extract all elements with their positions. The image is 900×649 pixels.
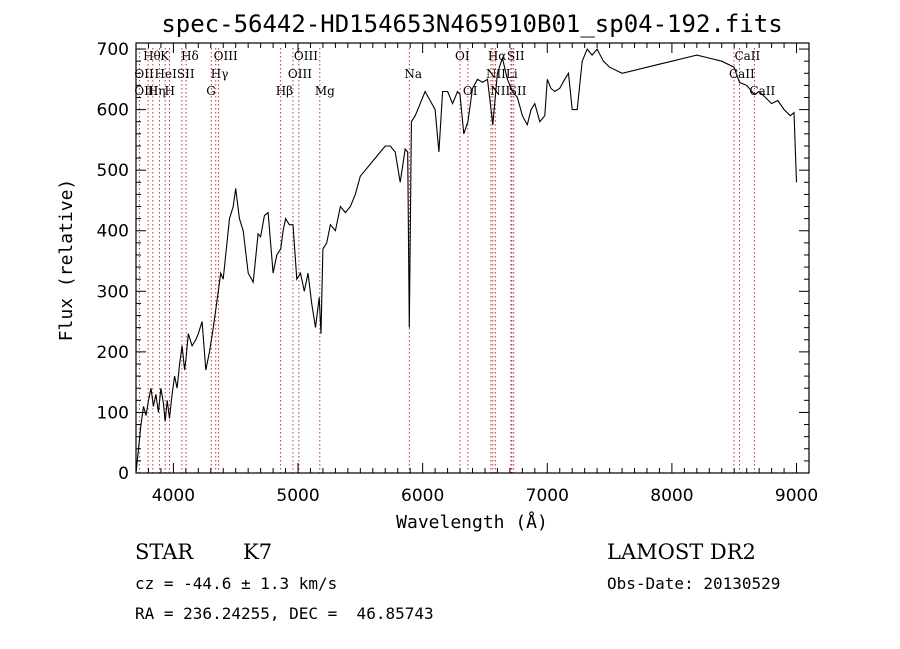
spectral-line-label: G (206, 84, 216, 98)
y-tick-label: 100 (97, 403, 129, 423)
spectral-line-label: NII (490, 84, 510, 98)
x-tick-label: 8000 (650, 486, 693, 506)
x-tick-label: 5000 (276, 486, 319, 506)
spectral-line-label: H (165, 84, 175, 98)
x-tick-label: 4000 (152, 486, 195, 506)
spectral-line-label: Hγ (211, 67, 229, 81)
spectral-line-label: SII (507, 49, 525, 63)
survey-name: LAMOST DR2 (607, 540, 756, 564)
spectral-line-label: Hδ (181, 49, 199, 63)
y-axis-label: Flux (relative) (56, 179, 77, 342)
spectral-line-markers (138, 48, 755, 473)
spectral-line-label: K (160, 49, 170, 63)
y-tick-label: 0 (118, 464, 129, 484)
x-tick-label: 6000 (401, 486, 444, 506)
spectral-line-label: OII (134, 67, 154, 81)
y-tick-label: 500 (97, 161, 129, 181)
y-axis-ticks: 0 100 200 300 400 500 600 700 (97, 40, 809, 484)
spectral-line-label: OI (463, 84, 478, 98)
spectral-line-label: Hβ (276, 84, 293, 98)
chart-title: spec-56442-HD154653N465910B01_sp04-192.f… (161, 10, 782, 38)
spectral-line-label: SII (509, 84, 527, 98)
spectral-line-label: OIII (294, 49, 318, 63)
y-tick-label: 200 (97, 343, 129, 363)
x-tick-label: 7000 (526, 486, 569, 506)
spectral-line-label: OIII (134, 84, 158, 98)
spectral-line-label: Hη (148, 84, 166, 98)
spectral-line-label: Na (404, 67, 422, 81)
y-tick-label: 600 (97, 101, 129, 121)
spectral-line-label: Mg (315, 84, 335, 98)
spectral-line-label: CaII (729, 67, 755, 81)
spectral-line-label: NII (486, 67, 506, 81)
spectral-line-label: Hθ (143, 49, 161, 63)
object-class: STAR (135, 540, 194, 564)
observation-date: Obs-Date: 20130529 (607, 574, 781, 593)
y-tick-label: 300 (97, 282, 129, 302)
spectral-line-label: CaII (734, 49, 760, 63)
spectral-line-label: Li (506, 67, 518, 81)
spectral-line-label: SII (177, 67, 195, 81)
redshift-velocity: cz = -44.6 ± 1.3 km/s (135, 574, 338, 593)
spectral-line-label: HeI (155, 67, 178, 81)
x-axis-label: Wavelength (Å) (396, 511, 548, 533)
y-tick-label: 700 (97, 40, 129, 60)
spectral-line-label: OI (455, 49, 470, 63)
object-subclass: K7 (243, 540, 273, 564)
spectrum-line (135, 48, 798, 474)
x-axis-ticks: 4000 5000 6000 7000 8000 9000 (135, 43, 818, 506)
x-tick-label: 9000 (775, 486, 818, 506)
y-tick-label: 400 (97, 222, 129, 242)
spectral-line-label: CaII (749, 84, 775, 98)
spectral-line-label: OIII (288, 67, 312, 81)
coordinates: RA = 236.24255, DEC = 46.85743 (135, 604, 434, 623)
plot-frame (135, 42, 810, 474)
spectral-line-label: OIII (214, 49, 238, 63)
